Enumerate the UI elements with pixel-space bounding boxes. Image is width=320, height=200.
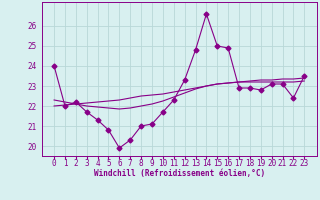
X-axis label: Windchill (Refroidissement éolien,°C): Windchill (Refroidissement éolien,°C) (94, 169, 265, 178)
